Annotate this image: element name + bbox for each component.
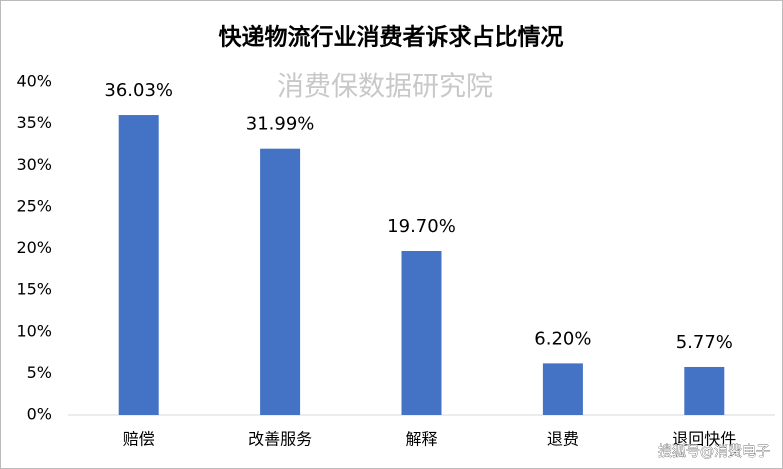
y-tick-label: 10% bbox=[16, 321, 52, 340]
chart-title: 快递物流行业消费者诉求占比情况 bbox=[219, 24, 564, 51]
value-label: 31.99% bbox=[246, 114, 315, 135]
bar bbox=[542, 363, 583, 415]
y-tick-label: 5% bbox=[27, 363, 52, 382]
x-tick-label: 改善服务 bbox=[248, 430, 312, 449]
bar bbox=[260, 148, 301, 416]
watermark: 消费保数据研究院 bbox=[277, 72, 493, 103]
y-tick-label: 40% bbox=[16, 72, 52, 91]
source-label: 搜狐号@消费电子 bbox=[658, 444, 770, 460]
value-label: 5.77% bbox=[676, 332, 733, 353]
x-tick-label: 退费 bbox=[547, 430, 579, 449]
bar bbox=[118, 115, 159, 416]
value-label: 36.03% bbox=[104, 80, 173, 101]
x-tick-label: 退回快件 bbox=[672, 430, 736, 449]
x-tick-label: 解释 bbox=[405, 430, 437, 449]
y-tick-label: 25% bbox=[16, 196, 52, 215]
value-label: 6.20% bbox=[534, 328, 591, 349]
x-tick-label: 赔偿 bbox=[123, 430, 155, 449]
y-tick-label: 30% bbox=[16, 155, 52, 174]
bar bbox=[684, 366, 725, 415]
y-tick-label: 20% bbox=[16, 238, 52, 257]
y-tick-label: 35% bbox=[16, 113, 52, 132]
y-tick-label: 0% bbox=[27, 405, 52, 424]
bar bbox=[401, 250, 442, 415]
y-tick-label: 15% bbox=[16, 280, 52, 299]
value-label: 19.70% bbox=[387, 216, 456, 237]
